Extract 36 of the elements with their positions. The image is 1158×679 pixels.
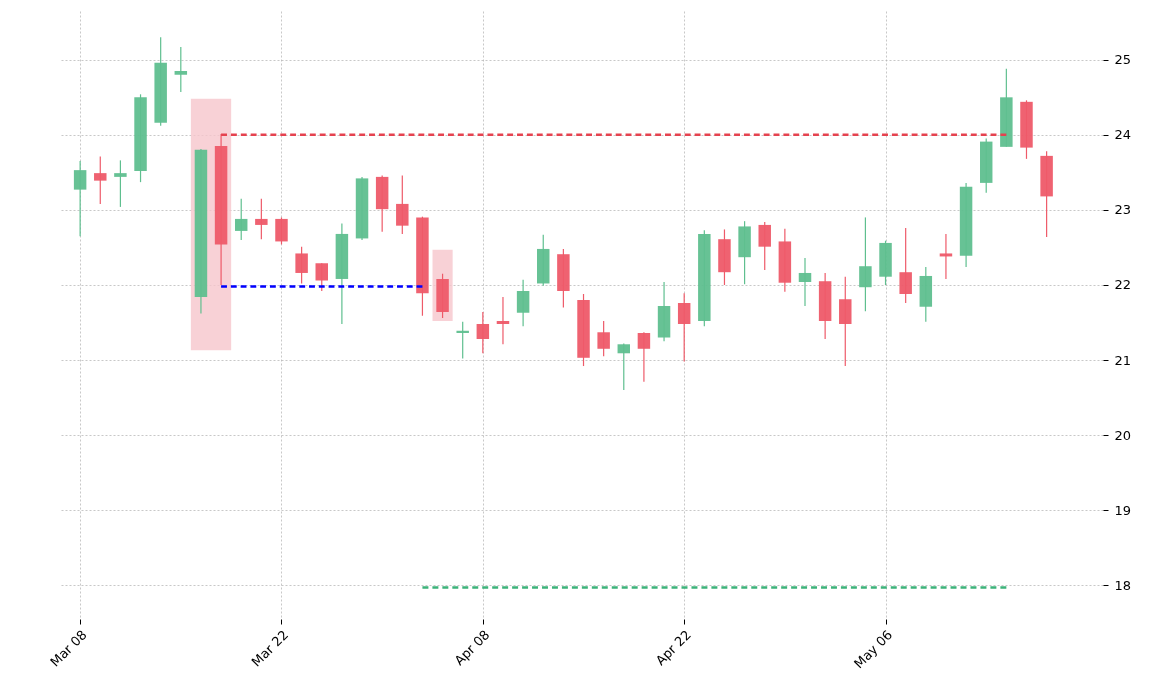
- x-tick-label: Mar 22: [248, 627, 292, 670]
- y-tick-label: 21: [1114, 352, 1132, 368]
- y-tick-label: 23: [1114, 202, 1132, 218]
- candlestick: [255, 198, 268, 240]
- candlestick: [396, 174, 409, 235]
- candlestick: [456, 321, 469, 360]
- candlestick: [758, 221, 771, 271]
- candlestick: [516, 279, 530, 327]
- candlestick: [275, 216, 288, 246]
- y-tick-label: 18: [1114, 577, 1132, 593]
- candlestick: [295, 246, 308, 285]
- candlestick: [476, 311, 490, 354]
- x-tick-label: Mar 08: [47, 627, 90, 670]
- y-tick-label: 19: [1114, 502, 1132, 518]
- candlestick: [899, 227, 912, 304]
- candlestick: [174, 46, 188, 93]
- y-tick-label: 24: [1114, 127, 1132, 143]
- candlestick: [315, 262, 328, 292]
- candlestick: [939, 233, 953, 280]
- y-tick-label: 20: [1114, 427, 1132, 443]
- candlestick: [73, 160, 87, 237]
- candlestick: [798, 257, 812, 307]
- x-tick-label: Apr 08: [451, 627, 493, 669]
- x-tick-label: Apr 22: [652, 627, 694, 669]
- y-tick-label: 25: [1114, 52, 1132, 68]
- candlestick: [114, 159, 127, 208]
- candlestick: [234, 198, 248, 241]
- y-tick-label: 22: [1114, 277, 1132, 293]
- x-tick-label: May 06: [850, 627, 896, 672]
- candlestick: [597, 320, 610, 357]
- candlestick: [496, 296, 510, 345]
- candlestick: [637, 331, 651, 383]
- candlestick: [617, 342, 631, 391]
- candlestick: [677, 292, 691, 363]
- candlestick: [94, 156, 107, 205]
- candlestick: [859, 216, 872, 312]
